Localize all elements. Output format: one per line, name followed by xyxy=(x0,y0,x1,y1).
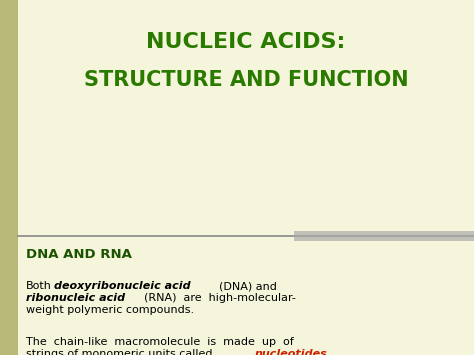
Text: STRUCTURE AND FUNCTION: STRUCTURE AND FUNCTION xyxy=(84,70,408,90)
Text: .: . xyxy=(330,349,334,355)
Text: deoxyribonucleic acid: deoxyribonucleic acid xyxy=(54,281,191,291)
Bar xyxy=(0,0,18,355)
Bar xyxy=(294,231,474,241)
Text: DNA AND RNA: DNA AND RNA xyxy=(26,247,132,261)
Text: Both: Both xyxy=(26,281,52,291)
Text: nucleotides: nucleotides xyxy=(255,349,328,355)
Text: strings of monomeric units called: strings of monomeric units called xyxy=(26,349,212,355)
Text: (DNA) and: (DNA) and xyxy=(219,281,277,291)
Text: NUCLEIC ACIDS:: NUCLEIC ACIDS: xyxy=(146,32,346,52)
Text: The  chain-like  macromolecule  is  made  up  of: The chain-like macromolecule is made up … xyxy=(26,337,294,347)
Text: ribonucleic acid: ribonucleic acid xyxy=(26,293,125,303)
Text: (RNA)  are  high-molecular-: (RNA) are high-molecular- xyxy=(144,293,296,303)
Text: weight polymeric compounds.: weight polymeric compounds. xyxy=(26,305,194,315)
